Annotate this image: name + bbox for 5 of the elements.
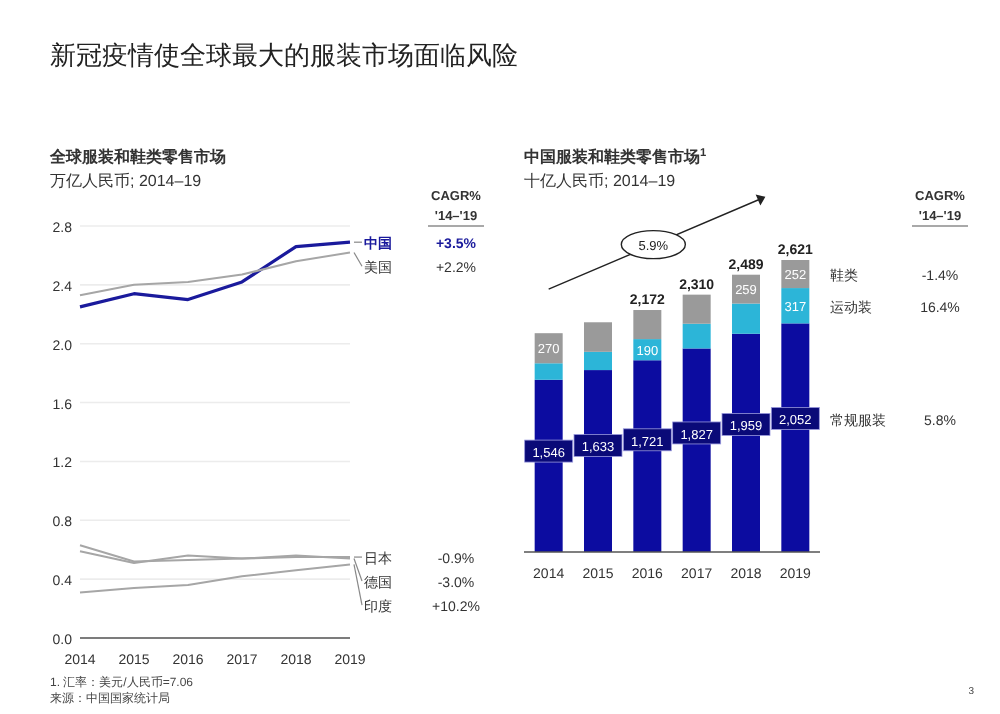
chart-title: 新冠疫情使全球最大的服装市场面临风险: [50, 40, 518, 70]
y-axis-title: 十亿人民币; 2014–19: [524, 172, 677, 190]
chart-title: 中国服装和鞋类零售市场$^{1}$: [524, 146, 707, 166]
chart-subtitle: 全球服装和鞋类零售市场: [48, 146, 226, 166]
y-axis-title: 万亿人民币; 2014–19: [50, 172, 203, 190]
